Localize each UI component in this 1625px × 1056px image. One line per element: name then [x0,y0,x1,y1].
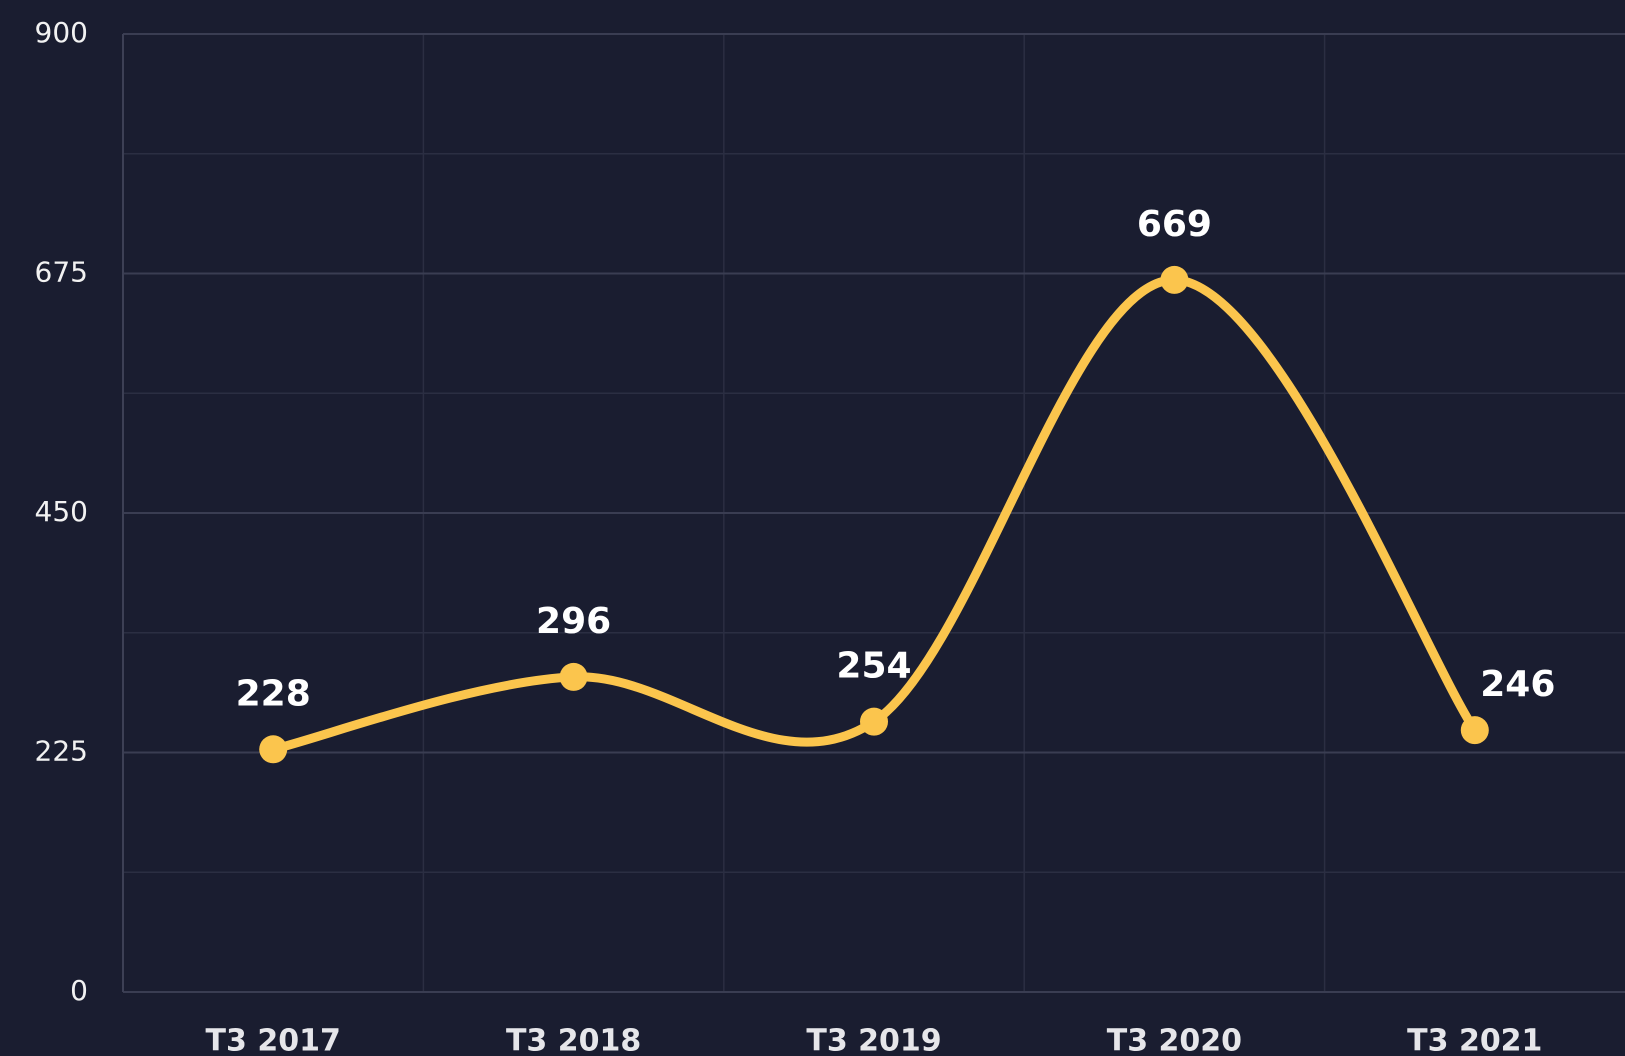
y-tick-label: 900 [35,16,88,49]
y-tick-label: 225 [35,735,88,768]
value-label: 669 [1137,204,1212,245]
value-label: 228 [236,673,311,714]
value-label: 296 [536,601,611,642]
value-label: 246 [1480,664,1555,705]
value-label: 254 [836,646,911,687]
y-tick-label: 450 [35,495,88,528]
x-tick-label: T3 2017 [206,1024,341,1056]
y-tick-label: 675 [35,256,88,289]
x-tick-label: T3 2019 [806,1024,941,1056]
point [860,707,888,736]
x-tick-label: T3 2018 [506,1024,641,1056]
y-tick-label: 0 [70,974,88,1007]
line [268,275,1480,754]
point [1160,265,1189,294]
x-tick-label: T3 2020 [1107,1024,1242,1056]
point [559,662,588,691]
point [259,735,288,764]
point [1460,716,1489,745]
x-tick-label: T3 2021 [1407,1024,1542,1056]
